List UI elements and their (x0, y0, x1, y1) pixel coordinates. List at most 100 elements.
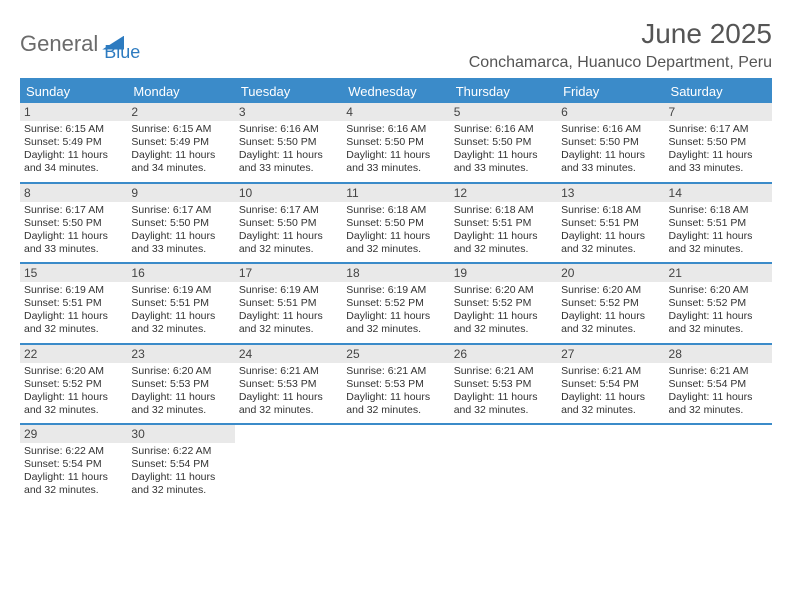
daylight-line: Daylight: 11 hours and 33 minutes. (454, 149, 538, 174)
day-cell: 16Sunrise: 6:19 AMSunset: 5:51 PMDayligh… (127, 264, 234, 343)
daylight-line: Daylight: 11 hours and 33 minutes. (669, 149, 753, 174)
day-number: 15 (20, 264, 127, 282)
sunrise-line: Sunrise: 6:20 AM (669, 284, 749, 296)
sunset-line: Sunset: 5:51 PM (669, 217, 747, 229)
daylight-line: Daylight: 11 hours and 32 minutes. (131, 391, 215, 416)
daylight-line: Daylight: 11 hours and 32 minutes. (669, 310, 753, 335)
sunset-line: Sunset: 5:51 PM (454, 217, 532, 229)
sunrise-line: Sunrise: 6:15 AM (131, 123, 211, 135)
day-cell: 20Sunrise: 6:20 AMSunset: 5:52 PMDayligh… (557, 264, 664, 343)
sunrise-line: Sunrise: 6:21 AM (239, 365, 319, 377)
sunrise-line: Sunrise: 6:20 AM (131, 365, 211, 377)
title-block: June 2025 Conchamarca, Huanuco Departmen… (469, 18, 772, 72)
sunset-line: Sunset: 5:54 PM (669, 378, 747, 390)
day-cell: 6 Sunrise: 6:16 AMSunset: 5:50 PMDaylight… (557, 103, 664, 182)
daylight-line: Daylight: 11 hours and 32 minutes. (561, 230, 645, 255)
sunrise-line: Sunrise: 6:17 AM (669, 123, 749, 135)
week-row: 22Sunrise: 6:20 AMSunset: 5:52 PMDayligh… (20, 345, 772, 426)
sunset-line: Sunset: 5:51 PM (131, 297, 209, 309)
sunset-line: Sunset: 5:52 PM (346, 297, 424, 309)
day-cell (342, 425, 449, 504)
day-detail-text: Sunrise: 6:18 AMSunset: 5:51 PMDaylight:… (669, 204, 768, 257)
day-detail-text: Sunrise: 6:20 AMSunset: 5:53 PMDaylight:… (131, 365, 230, 418)
daylight-line: Daylight: 11 hours and 34 minutes. (24, 149, 108, 174)
sunrise-line: Sunrise: 6:19 AM (24, 284, 104, 296)
daylight-line: Daylight: 11 hours and 33 minutes. (561, 149, 645, 174)
day-cell: 23 Sunrise: 6:20 AMSunset: 5:53 PMDayligh… (127, 345, 234, 424)
day-detail-text: Sunrise: 6:20 AMSunset: 5:52 PMDaylight:… (669, 284, 768, 337)
day-detail-text: Sunrise: 6:16 AMSunset: 5:50 PMDaylight:… (454, 123, 553, 176)
sunset-line: Sunset: 5:53 PM (131, 378, 209, 390)
day-number: 4 (342, 103, 449, 121)
sunset-line: Sunset: 5:50 PM (669, 136, 747, 148)
day-cell: 21 Sunrise: 6:20 AMSunset: 5:52 PMDayligh… (665, 264, 772, 343)
day-detail-text: Sunrise: 6:21 AMSunset: 5:53 PMDaylight:… (346, 365, 445, 418)
daylight-line: Daylight: 11 hours and 32 minutes. (454, 310, 538, 335)
sunset-line: Sunset: 5:51 PM (561, 217, 639, 229)
day-cell: 26Sunrise: 6:21 AMSunset: 5:53 PMDayligh… (450, 345, 557, 424)
sunset-line: Sunset: 5:54 PM (561, 378, 639, 390)
sunrise-line: Sunrise: 6:20 AM (454, 284, 534, 296)
logo: General Blue (20, 18, 140, 63)
day-cell: 30Sunrise: 6:22 AMSunset: 5:54 PMDayligh… (127, 425, 234, 504)
sunset-line: Sunset: 5:52 PM (561, 297, 639, 309)
sunset-line: Sunset: 5:50 PM (561, 136, 639, 148)
day-cell: 24Sunrise: 6:21 AMSunset: 5:53 PMDayligh… (235, 345, 342, 424)
day-detail-text: Sunrise: 6:21 AMSunset: 5:54 PMDaylight:… (669, 365, 768, 418)
day-detail-text: Sunrise: 6:21 AMSunset: 5:53 PMDaylight:… (239, 365, 338, 418)
sunrise-line: Sunrise: 6:18 AM (346, 204, 426, 216)
daylight-line: Daylight: 11 hours and 32 minutes. (561, 391, 645, 416)
daylight-line: Daylight: 11 hours and 32 minutes. (131, 310, 215, 335)
day-detail-text: Sunrise: 6:19 AMSunset: 5:51 PMDaylight:… (239, 284, 338, 337)
day-detail-text: Sunrise: 6:20 AMSunset: 5:52 PMDaylight:… (561, 284, 660, 337)
daylight-line: Daylight: 11 hours and 32 minutes. (346, 391, 430, 416)
daylight-line: Daylight: 11 hours and 32 minutes. (346, 310, 430, 335)
sunrise-line: Sunrise: 6:22 AM (131, 445, 211, 457)
sunrise-line: Sunrise: 6:17 AM (239, 204, 319, 216)
sunrise-line: Sunrise: 6:16 AM (454, 123, 534, 135)
day-number: 1 (20, 103, 127, 121)
daylight-line: Daylight: 11 hours and 32 minutes. (239, 310, 323, 335)
day-header: Monday (127, 80, 234, 103)
sunset-line: Sunset: 5:52 PM (454, 297, 532, 309)
daylight-line: Daylight: 11 hours and 32 minutes. (669, 230, 753, 255)
day-number: 17 (235, 264, 342, 282)
sunrise-line: Sunrise: 6:21 AM (669, 365, 749, 377)
day-detail-text: Sunrise: 6:16 AMSunset: 5:50 PMDaylight:… (561, 123, 660, 176)
sunset-line: Sunset: 5:53 PM (346, 378, 424, 390)
day-number: 8 (20, 184, 127, 202)
day-cell (557, 425, 664, 504)
day-detail-text: Sunrise: 6:18 AMSunset: 5:51 PMDaylight:… (561, 204, 660, 257)
week-row: 8Sunrise: 6:17 AMSunset: 5:50 PMDaylight… (20, 184, 772, 265)
sunrise-line: Sunrise: 6:18 AM (454, 204, 534, 216)
sunrise-line: Sunrise: 6:17 AM (24, 204, 104, 216)
week-row: 29Sunrise: 6:22 AMSunset: 5:54 PMDayligh… (20, 425, 772, 504)
day-number: 16 (127, 264, 234, 282)
sunrise-line: Sunrise: 6:19 AM (239, 284, 319, 296)
day-cell: 27Sunrise: 6:21 AMSunset: 5:54 PMDayligh… (557, 345, 664, 424)
day-cell: 17 Sunrise: 6:19 AMSunset: 5:51 PMDayligh… (235, 264, 342, 343)
day-cell: 14Sunrise: 6:18 AMSunset: 5:51 PMDayligh… (665, 184, 772, 263)
day-detail-text: Sunrise: 6:20 AMSunset: 5:52 PMDaylight:… (454, 284, 553, 337)
day-number: 28 (665, 345, 772, 363)
day-number: 5 (450, 103, 557, 121)
day-detail-text: Sunrise: 6:21 AMSunset: 5:54 PMDaylight:… (561, 365, 660, 418)
daylight-line: Daylight: 11 hours and 33 minutes. (346, 149, 430, 174)
day-header: Tuesday (235, 80, 342, 103)
sunset-line: Sunset: 5:52 PM (669, 297, 747, 309)
sunrise-line: Sunrise: 6:19 AM (346, 284, 426, 296)
day-cell: 28 Sunrise: 6:21 AMSunset: 5:54 PMDayligh… (665, 345, 772, 424)
day-number: 6 (557, 103, 664, 121)
day-detail-text: Sunrise: 6:18 AMSunset: 5:51 PMDaylight:… (454, 204, 553, 257)
day-cell: 5 Sunrise: 6:16 AMSunset: 5:50 PMDaylight… (450, 103, 557, 182)
sunrise-line: Sunrise: 6:16 AM (561, 123, 641, 135)
day-detail-text: Sunrise: 6:16 AMSunset: 5:50 PMDaylight:… (239, 123, 338, 176)
day-number: 23 (127, 345, 234, 363)
day-number: 21 (665, 264, 772, 282)
sunset-line: Sunset: 5:50 PM (239, 217, 317, 229)
sunrise-line: Sunrise: 6:21 AM (561, 365, 641, 377)
day-number: 26 (450, 345, 557, 363)
day-cell: 3Sunrise: 6:16 AMSunset: 5:50 PMDaylight… (235, 103, 342, 182)
daylight-line: Daylight: 11 hours and 32 minutes. (24, 310, 108, 335)
sunset-line: Sunset: 5:50 PM (346, 217, 424, 229)
